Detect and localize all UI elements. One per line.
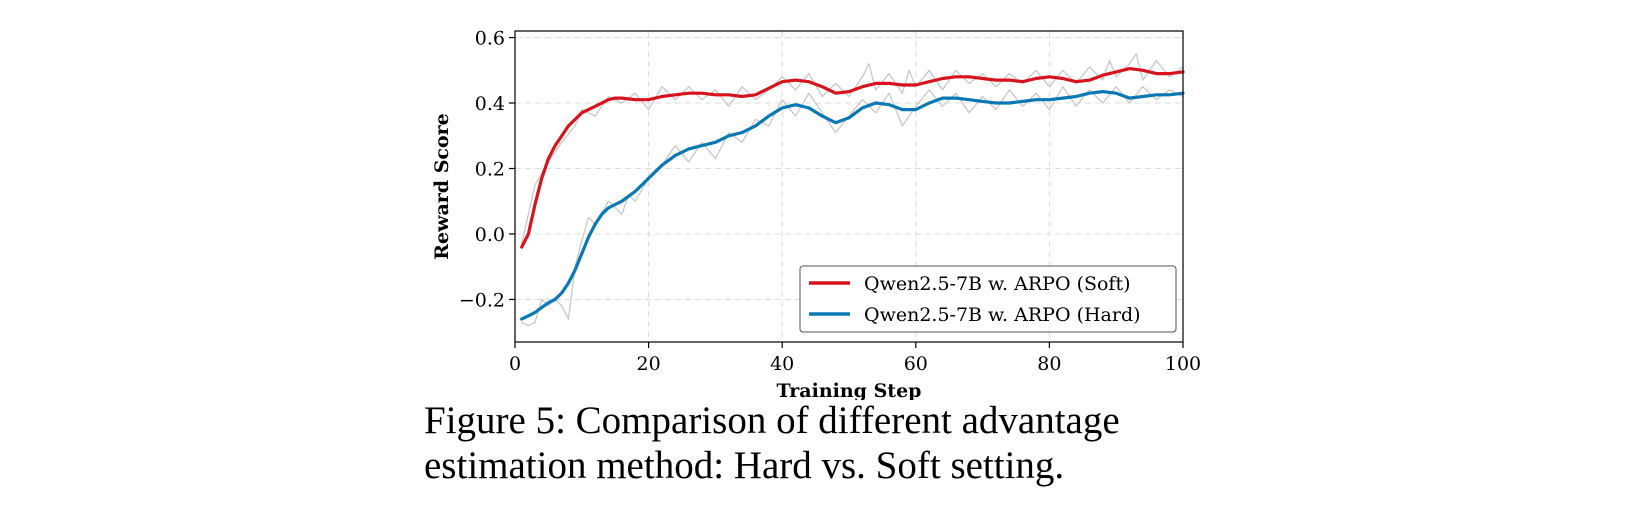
legend-box xyxy=(799,265,1177,333)
y-axis-title: Reward Score xyxy=(431,113,453,260)
raw-reward-line xyxy=(521,86,1184,327)
plot-frame xyxy=(514,30,1184,343)
x-tick-label: 80 xyxy=(1037,353,1061,375)
x-axis-title: Training Step xyxy=(777,380,922,400)
x-tick-label: 20 xyxy=(637,353,661,375)
y-tick-label: −0.2 xyxy=(459,289,505,311)
y-tick-label: 0.4 xyxy=(475,93,505,115)
x-tick-label: 40 xyxy=(770,353,794,375)
x-tick-label: 100 xyxy=(1165,353,1201,375)
raw-curves xyxy=(521,53,1184,327)
legend: Qwen2.5-7B w. ARPO (Soft) Qwen2.5-7B w. … xyxy=(799,265,1177,333)
x-tick-label: 0 xyxy=(509,353,521,375)
series-lines xyxy=(520,66,1185,321)
y-tick-label: 0.6 xyxy=(475,28,505,50)
series-line-0 xyxy=(520,66,1185,249)
chart: 0 20 40 60 80 100 −0.2 0.0 0.2 0.4 0.6 Training St… xyxy=(431,28,1201,400)
y-tick-label: 0.0 xyxy=(475,224,505,246)
raw-reward-line xyxy=(521,53,1184,245)
y-tick-label: 0.2 xyxy=(475,158,505,180)
figure-caption: Figure 5: Comparison of different advant… xyxy=(424,399,1120,487)
axis-ticks: 0 20 40 60 80 100 −0.2 0.0 0.2 0.4 0.6 xyxy=(459,28,1201,375)
legend-label-hard: Qwen2.5-7B w. ARPO (Hard) xyxy=(864,304,1141,326)
legend-label-soft: Qwen2.5-7B w. ARPO (Soft) xyxy=(864,273,1131,295)
x-tick-label: 60 xyxy=(904,353,928,375)
series-line-1 xyxy=(520,89,1185,321)
